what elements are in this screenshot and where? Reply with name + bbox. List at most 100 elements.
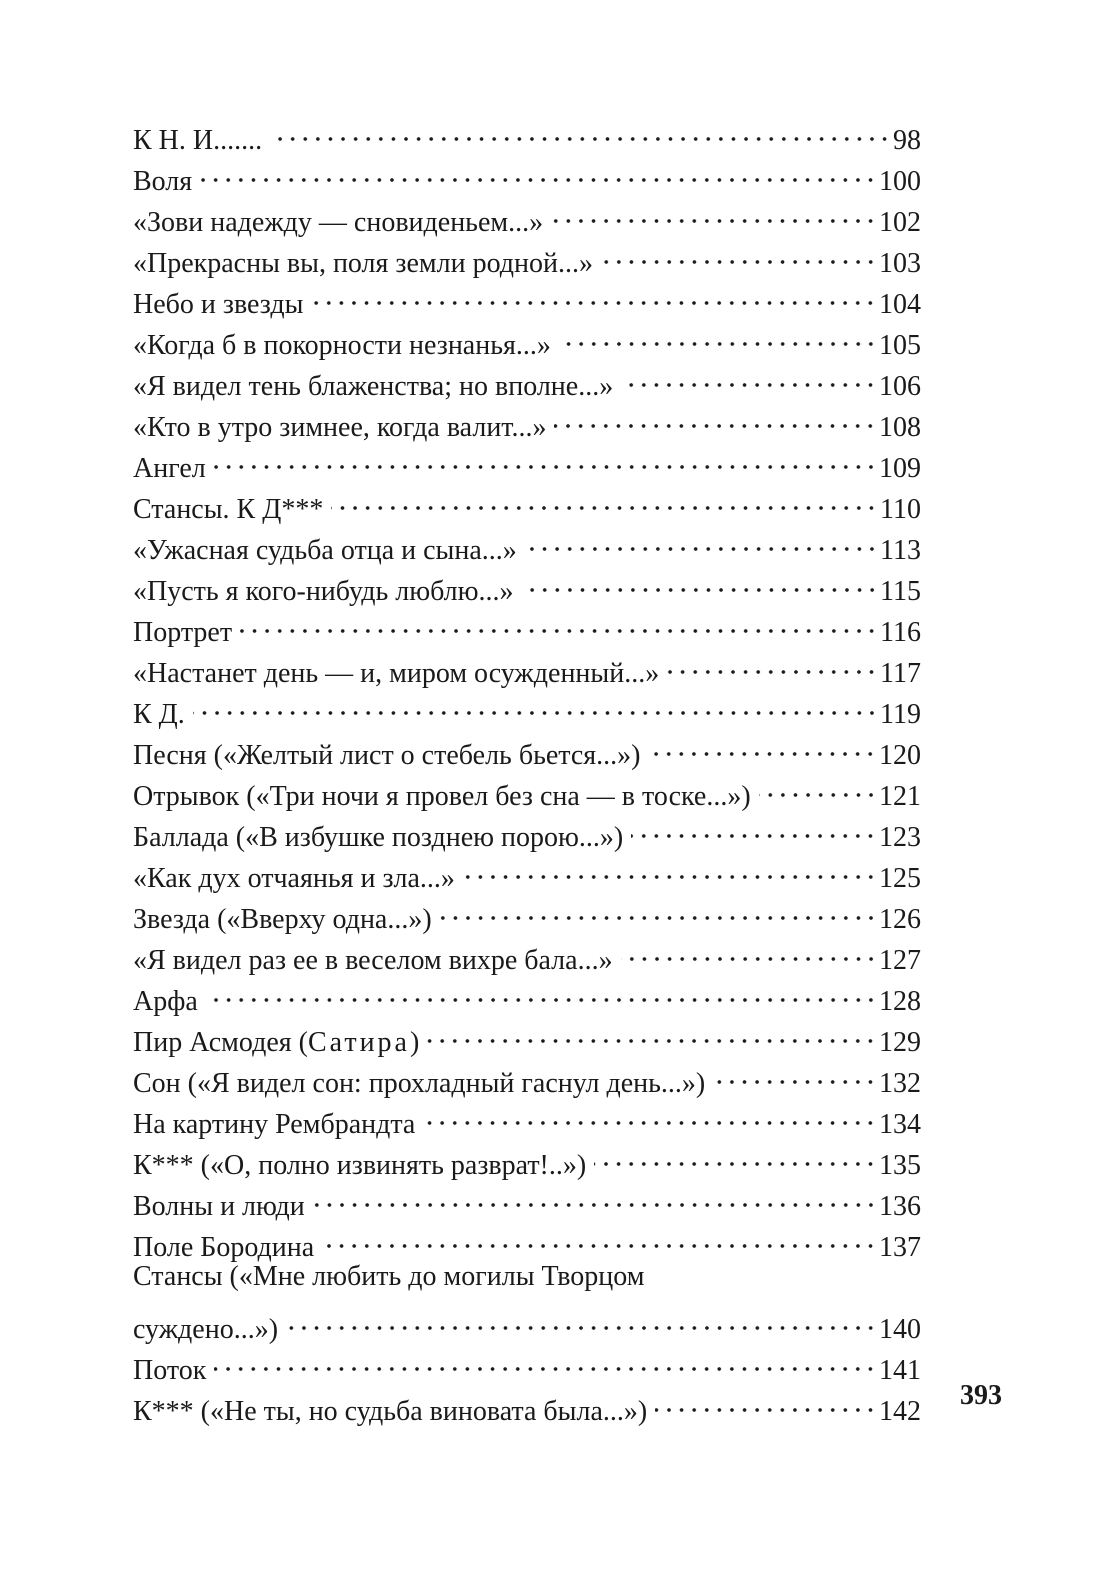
entry-title: «Как дух отчаянья и зла...» [133,863,455,894]
dot-leader [554,395,877,436]
dot-leader [427,1010,877,1051]
entry-title: Ангел [133,453,206,484]
entry-page: 134 [879,1109,921,1140]
dot-leader [423,1092,877,1133]
entry-title: Песня («Желтый лист о стебель бьется...»… [133,740,641,771]
entry-title: «Ужасная судьба отца и сына...» [133,535,517,566]
entry-page: 140 [879,1314,921,1345]
dot-leader [214,1338,877,1379]
entry-page: 127 [879,945,921,976]
toc-entry: «Ужасная судьба отца и сына...» 113 [133,518,921,566]
entry-page: 109 [879,453,921,484]
dot-leader [205,969,877,1010]
entry-title: «Когда б в покорности незнанья...» [133,330,551,361]
entry-page: 102 [879,207,921,238]
dot-leader [667,641,879,682]
dot-leader [551,190,877,231]
page-number: 393 [960,1380,1002,1411]
toc-entry: Ангел 109 [133,436,921,484]
entry-page: 142 [879,1396,921,1427]
toc-entry: Стансы. К Д*** 110 [133,477,921,525]
toc-entry: Поле Бородина 137 [133,1215,921,1263]
dot-leader [620,928,877,969]
toc-entry: Портрет 116 [133,600,921,648]
entry-page: 100 [879,166,921,197]
entry-page: 129 [879,1027,921,1058]
entry-title: «Я видел тень блаженства; но вполне...» [133,371,614,402]
dot-leader [713,1051,877,1092]
entry-page: 136 [879,1191,921,1222]
entry-title-spaced: Сатира [307,1027,410,1058]
toc-entry: «Прекрасны вы, поля земли родной...» 103 [133,231,921,279]
entry-title: К*** («Не ты, но судьба виновата была...… [133,1396,648,1427]
entry-page: 108 [879,412,921,443]
dot-leader [621,354,877,395]
entry-page: 119 [880,699,921,730]
dot-leader [270,108,891,149]
entry-title: Портрет [133,617,233,648]
entry-title: Стансы. К Д*** [133,494,324,525]
toc-entry: К*** («Не ты, но судьба виновата была...… [133,1379,921,1427]
toc-entry-line: Стансы («Мне любить до могилы Творцом [133,1256,921,1297]
dot-leader [322,1215,877,1256]
toc-entry: «Когда б в покорности незнанья...» 105 [133,313,921,361]
dot-leader [286,1297,877,1338]
dot-leader [192,682,879,723]
toc-entry: «Настанет день — и, миром осужденный...»… [133,641,921,689]
dot-leader [331,477,879,518]
toc-entry: К Д. 119 [133,682,921,730]
entry-title: Волны и люди [133,1191,305,1222]
toc-entry: На картину Рембрандта 134 [133,1092,921,1140]
dot-leader [439,887,877,928]
dot-leader [462,846,877,887]
dot-leader [312,1174,877,1215]
dot-leader [758,764,877,805]
entry-page: 116 [880,617,921,648]
entry-page: 126 [879,904,921,935]
dot-leader [631,805,877,846]
entry-title: Воля [133,166,193,197]
dot-leader [558,313,877,354]
toc-entry: Небо и звезды 104 [133,272,921,320]
entry-page: 120 [879,740,921,771]
entry-page: 135 [879,1150,921,1181]
entry-title-part: Пир Асмодея ( [133,1027,308,1058]
entry-title: На картину Рембрандта [133,1109,416,1140]
toc-entry: Песня («Желтый лист о стебель бьется...»… [133,723,921,771]
entry-title: Поле Бородина [133,1232,315,1263]
dot-leader [648,723,877,764]
entry-page: 113 [880,535,921,566]
entry-page: 132 [879,1068,921,1099]
entry-title: «Зови надежду — сновиденьем...» [133,207,544,238]
toc-entry: Арфа 128 [133,969,921,1017]
toc-entry: суждено...») 140 [133,1297,921,1345]
entry-page: 117 [880,658,921,689]
dot-leader [240,600,879,641]
entry-title: Пир Асмодея (Сатира) [133,1022,427,1063]
entry-page: 115 [880,576,921,607]
entry-page: 141 [879,1355,921,1386]
entry-page: 123 [879,822,921,853]
entry-page: 110 [880,494,921,525]
entry-title: Небо и звезды [133,289,304,320]
dot-leader [200,149,877,190]
entry-page: 105 [879,330,921,361]
dot-leader [594,1133,877,1174]
toc-entry: «Как дух отчаянья и зла...» 125 [133,846,921,894]
dot-leader [524,518,879,559]
toc-entry: Поток 141 [133,1338,921,1386]
entry-page: 98 [893,125,921,156]
toc-entry: «Зови надежду — сновиденьем...» 102 [133,190,921,238]
dot-leader [600,231,877,272]
toc-entry: К Н. И....... 98 [133,108,921,156]
entry-page: 104 [879,289,921,320]
toc-entry: «Я видел тень блаженства; но вполне...» 1… [133,354,921,402]
toc-entry: Пир Асмодея (Сатира) 129 [133,1010,921,1058]
entry-page: 106 [879,371,921,402]
entry-page: 125 [879,863,921,894]
entry-title: Звезда («Вверху одна...») [133,904,432,935]
dot-leader [521,559,879,600]
entry-title: К Д. [133,699,185,730]
dot-leader [213,436,877,477]
entry-title: Стансы («Мне любить до могилы Творцом [133,1261,645,1292]
